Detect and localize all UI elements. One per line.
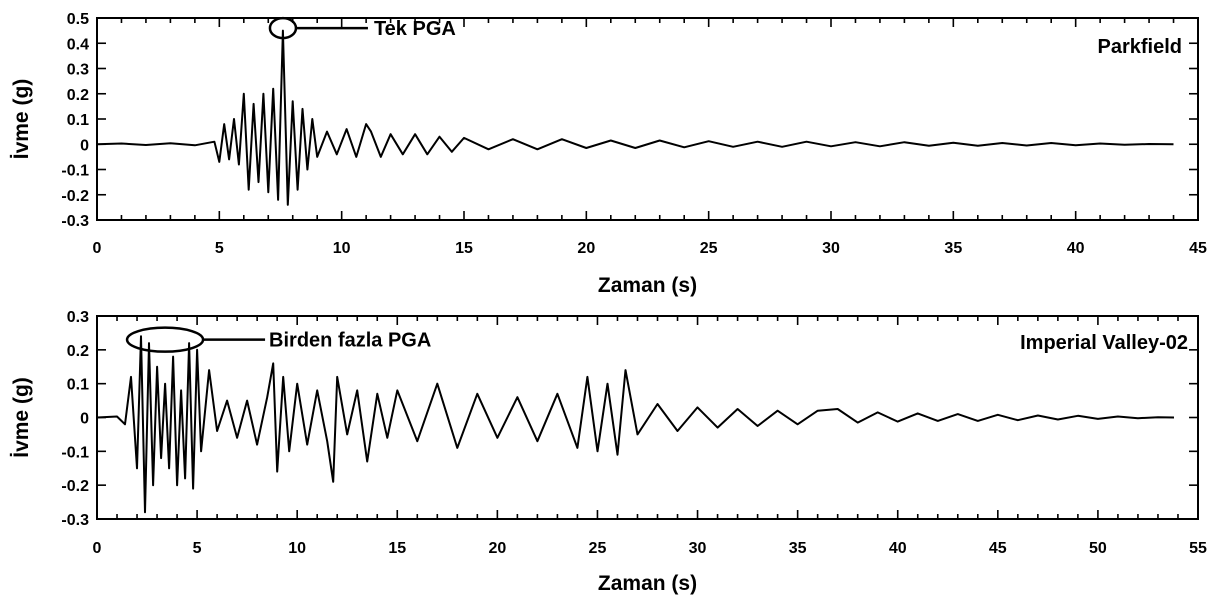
x-tick-label: 20 xyxy=(488,540,506,557)
y-tick-label: 0.1 xyxy=(67,377,89,394)
x-tick-label: 10 xyxy=(288,540,306,557)
y-tick-label: -0.1 xyxy=(61,163,89,180)
chart-panel-parkfield: 0 5 10 15 20 25 30 35 40 45 -0.3 -0.2 -0.1 0 0.1 0.2 0.3… xyxy=(10,11,1207,297)
x-tick-label: 55 xyxy=(1189,540,1207,557)
y-tick-label: 0 xyxy=(80,137,89,154)
x-tick-label: 35 xyxy=(944,240,962,257)
acceleration-trace xyxy=(96,335,1175,514)
acceleration-trace xyxy=(96,29,1174,206)
y-tick-label: -0.3 xyxy=(61,213,89,230)
x-tick-label: 45 xyxy=(989,540,1007,557)
x-tick-label: 35 xyxy=(789,540,807,557)
y-tick-label: 0.3 xyxy=(67,309,89,326)
y-tick-label: -0.1 xyxy=(61,444,89,461)
x-tick-label: 50 xyxy=(1089,540,1107,557)
y-tick-label: -0.2 xyxy=(61,188,89,205)
x-tick-label: 0 xyxy=(93,540,102,557)
x-tick-label: 10 xyxy=(333,240,351,257)
x-tick-label: 40 xyxy=(889,540,907,557)
x-tick-label: 15 xyxy=(455,240,473,257)
x-axis-title: Zaman (s) xyxy=(598,572,697,595)
x-tick-label: 25 xyxy=(589,540,607,557)
x-tick-label: 40 xyxy=(1067,240,1085,257)
x-tick-label: 5 xyxy=(215,240,224,257)
station-label: Imperial Valley-02 xyxy=(1020,332,1188,354)
x-tick-label: 15 xyxy=(388,540,406,557)
y-axis-title: İvme (g) xyxy=(10,377,33,458)
y-tick-label: 0.4 xyxy=(67,36,89,53)
y-tick-label: 0.2 xyxy=(67,87,89,104)
y-tick-label: -0.2 xyxy=(61,478,89,495)
y-tick-label: 0.1 xyxy=(67,112,89,129)
y-tick-label: 0.3 xyxy=(67,62,89,79)
x-tick-label: 45 xyxy=(1189,240,1207,257)
pga-annotation-text: Birden fazla PGA xyxy=(269,330,431,352)
station-label: Parkfield xyxy=(1098,36,1182,58)
x-tick-label: 25 xyxy=(700,240,718,257)
pga-marker-ellipse xyxy=(125,326,205,353)
chart-panel-imperial-valley: 0 5 10 15 20 25 30 35 40 45 50 55 -0.3 -0.2 -0.1 0 0.1 0.… xyxy=(10,309,1207,595)
pga-annotation-text: Tek PGA xyxy=(374,18,456,40)
y-tick-label: 0.2 xyxy=(67,343,89,360)
x-tick-label: 5 xyxy=(193,540,202,557)
y-tick-label: 0 xyxy=(80,411,89,428)
x-tick-label: 30 xyxy=(822,240,840,257)
x-tick-label: 20 xyxy=(577,240,595,257)
x-tick-label: 0 xyxy=(93,240,102,257)
y-axis-title: İvme (g) xyxy=(10,79,33,160)
y-tick-label: -0.3 xyxy=(61,512,89,529)
y-tick-label: 0.5 xyxy=(67,11,89,28)
x-tick-label: 30 xyxy=(689,540,707,557)
x-axis-title: Zaman (s) xyxy=(598,274,697,297)
